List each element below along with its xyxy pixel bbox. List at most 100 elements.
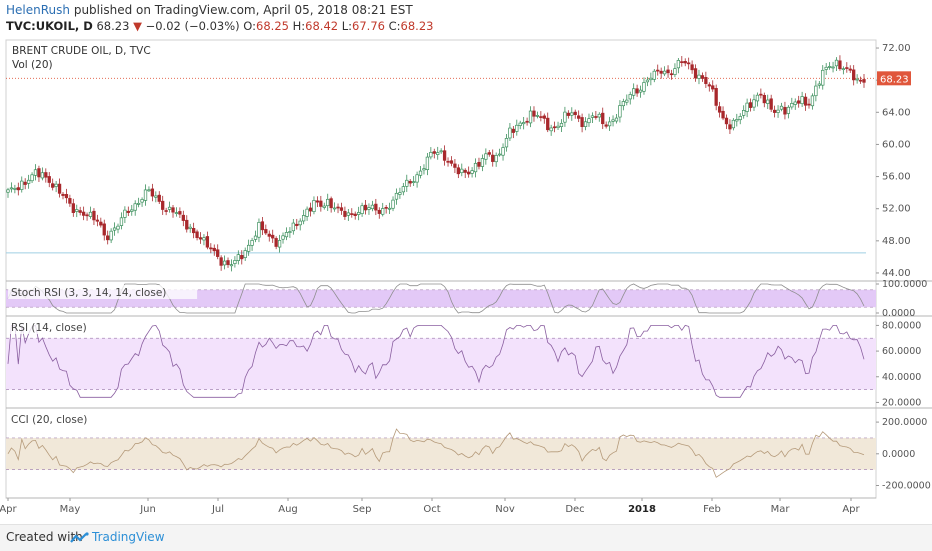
candle-up[interactable] <box>136 202 141 205</box>
candle-down[interactable] <box>81 211 86 216</box>
candle-down[interactable] <box>343 210 347 217</box>
candle-up[interactable] <box>831 66 835 69</box>
candle-down[interactable] <box>858 79 863 82</box>
candle-up[interactable] <box>439 150 443 153</box>
candle-up[interactable] <box>26 179 31 184</box>
candle-down[interactable] <box>797 100 801 104</box>
candle-down[interactable] <box>16 187 20 191</box>
candle-down[interactable] <box>157 194 161 202</box>
candle-up[interactable] <box>587 118 591 124</box>
candle-up[interactable] <box>494 155 498 163</box>
candle-down[interactable] <box>363 204 368 211</box>
candle-down[interactable] <box>23 181 27 185</box>
candle-up[interactable] <box>501 147 505 156</box>
candle-up[interactable] <box>508 127 512 139</box>
candle-up[interactable] <box>147 189 151 192</box>
candle-up[interactable] <box>236 254 240 261</box>
candle-up[interactable] <box>387 207 392 210</box>
candle-up[interactable] <box>460 168 464 174</box>
candle-down[interactable] <box>762 94 766 104</box>
candle-down[interactable] <box>463 169 467 173</box>
candle-down[interactable] <box>37 168 41 178</box>
candle-down[interactable] <box>319 200 323 207</box>
candle-down[interactable] <box>577 115 581 119</box>
candle-down[interactable] <box>717 106 722 113</box>
candle-down[interactable] <box>803 96 808 106</box>
candle-up[interactable] <box>570 112 574 116</box>
candle-up[interactable] <box>528 110 533 124</box>
candle-up[interactable] <box>735 119 739 122</box>
candle-up[interactable] <box>281 235 285 240</box>
candle-down[interactable] <box>185 219 189 230</box>
candle-down[interactable] <box>552 126 557 129</box>
candle-up[interactable] <box>154 195 158 198</box>
candle-down[interactable] <box>374 203 378 211</box>
candle-down[interactable] <box>546 117 550 131</box>
candle-down[interactable] <box>635 88 639 94</box>
candle-up[interactable] <box>174 212 179 214</box>
candle-up[interactable] <box>222 260 227 266</box>
candle-down[interactable] <box>580 117 584 127</box>
candle-down[interactable] <box>453 163 457 168</box>
candle-down[interactable] <box>487 152 491 155</box>
candle-up[interactable] <box>824 66 828 70</box>
candle-down[interactable] <box>759 93 763 96</box>
candle-down[interactable] <box>748 102 753 108</box>
candle-up[interactable] <box>563 111 567 123</box>
candle-down[interactable] <box>178 211 182 215</box>
candle-down[interactable] <box>845 67 849 69</box>
candle-up[interactable] <box>590 115 595 118</box>
candle-up[interactable] <box>381 208 385 215</box>
candle-up[interactable] <box>202 237 206 241</box>
chart-area[interactable]: 44.0048.0052.0056.0060.0064.0068.0072.00… <box>0 36 932 524</box>
candle-down[interactable] <box>61 193 65 196</box>
candle-down[interactable] <box>446 160 450 163</box>
candle-down[interactable] <box>212 247 216 252</box>
candle-up[interactable] <box>697 74 701 79</box>
candle-up[interactable] <box>752 99 756 108</box>
candle-up[interactable] <box>810 95 815 107</box>
candle-up[interactable] <box>30 174 34 182</box>
candle-down[interactable] <box>164 210 168 212</box>
candle-up[interactable] <box>549 127 553 132</box>
candle-up[interactable] <box>167 206 172 210</box>
candle-down[interactable] <box>51 183 55 188</box>
candle-up[interactable] <box>20 180 24 190</box>
candle-down[interactable] <box>693 68 698 79</box>
candle-up[interactable] <box>140 199 144 203</box>
candle-down[interactable] <box>267 233 271 237</box>
candle-up[interactable] <box>415 174 419 183</box>
candle-down[interactable] <box>57 183 62 194</box>
candle-up[interactable] <box>322 205 326 208</box>
candle-up[interactable] <box>391 199 395 209</box>
candle-up[interactable] <box>673 68 677 75</box>
candle-down[interactable] <box>216 249 220 257</box>
author-link[interactable]: HelenRush <box>6 3 70 17</box>
candle-up[interactable] <box>821 69 825 86</box>
candle-down[interactable] <box>532 110 536 117</box>
candle-down[interactable] <box>724 117 729 125</box>
candle-up[interactable] <box>277 240 282 248</box>
candle-up[interactable] <box>800 96 804 105</box>
candle-down[interactable] <box>198 237 203 240</box>
candle-up[interactable] <box>33 169 38 176</box>
candle-down[interactable] <box>209 247 213 250</box>
candle-up[interactable] <box>13 187 17 190</box>
candle-up[interactable] <box>632 88 636 96</box>
candle-up[interactable] <box>123 209 127 218</box>
candle-down[interactable] <box>491 154 495 162</box>
candle-down[interactable] <box>669 73 674 76</box>
candle-up[interactable] <box>621 101 626 107</box>
candle-down[interactable] <box>594 116 598 118</box>
candle-up[interactable] <box>119 217 124 226</box>
candle-up[interactable] <box>628 94 632 100</box>
candle-up[interactable] <box>405 179 409 187</box>
candle-down[interactable] <box>442 150 447 161</box>
candle-up[interactable] <box>360 205 364 214</box>
candle-up[interactable] <box>676 60 681 69</box>
candle-down[interactable] <box>456 167 460 175</box>
candle-up[interactable] <box>394 192 399 200</box>
candle-up[interactable] <box>645 79 650 83</box>
candle-down[interactable] <box>728 124 732 130</box>
candle-up[interactable] <box>116 225 120 230</box>
